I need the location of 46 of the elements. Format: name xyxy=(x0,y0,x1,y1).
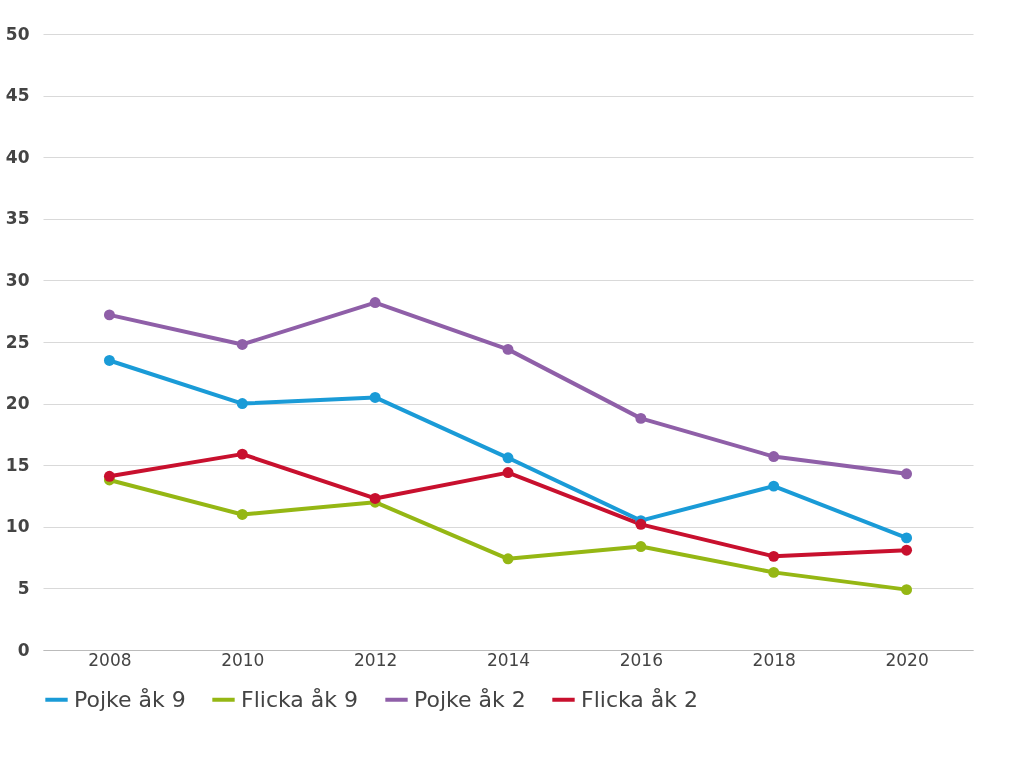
legend-label: Pojke åk 2 xyxy=(414,686,526,712)
y-tick-label: 5 xyxy=(17,577,30,598)
point xyxy=(901,532,913,544)
point xyxy=(369,493,381,504)
point xyxy=(768,480,780,492)
y-tick-label: 10 xyxy=(5,516,30,537)
point xyxy=(236,509,248,520)
point xyxy=(901,584,913,596)
x-tick-label: 2016 xyxy=(619,649,663,670)
point xyxy=(369,391,381,403)
point xyxy=(103,470,115,482)
legend-label: Flicka åk 2 xyxy=(581,686,699,712)
point xyxy=(635,541,647,552)
point xyxy=(502,553,514,565)
y-tick-label: 45 xyxy=(5,85,30,106)
legend-label: Flicka åk 9 xyxy=(241,686,359,712)
y-tick-label: 50 xyxy=(5,23,30,44)
point xyxy=(768,566,780,578)
x-tick-label: 2014 xyxy=(486,649,531,670)
point xyxy=(901,544,913,556)
x-tick-label: 2020 xyxy=(885,649,929,670)
y-tick-label: 15 xyxy=(5,454,30,475)
point xyxy=(103,309,115,321)
point xyxy=(502,343,514,355)
point xyxy=(236,448,248,460)
point xyxy=(502,452,514,464)
x-tick-label: 2018 xyxy=(752,649,796,670)
point xyxy=(502,467,514,479)
point xyxy=(236,339,248,350)
y-tick-label: 30 xyxy=(5,269,30,290)
point xyxy=(236,398,248,410)
point xyxy=(369,297,381,309)
point xyxy=(635,412,647,424)
y-tick-label: 0 xyxy=(17,639,30,660)
y-tick-label: 25 xyxy=(5,331,30,352)
y-tick-label: 35 xyxy=(5,208,30,229)
x-tick-label: 2012 xyxy=(354,649,398,670)
point xyxy=(901,468,913,480)
y-tick-label: 20 xyxy=(5,393,30,414)
point xyxy=(103,355,115,366)
x-tick-label: 2010 xyxy=(221,649,265,670)
point xyxy=(768,550,780,562)
point xyxy=(768,451,780,463)
legend-label: Pojke åk 9 xyxy=(74,686,186,712)
x-tick-label: 2008 xyxy=(88,649,132,670)
y-tick-label: 40 xyxy=(5,146,30,167)
